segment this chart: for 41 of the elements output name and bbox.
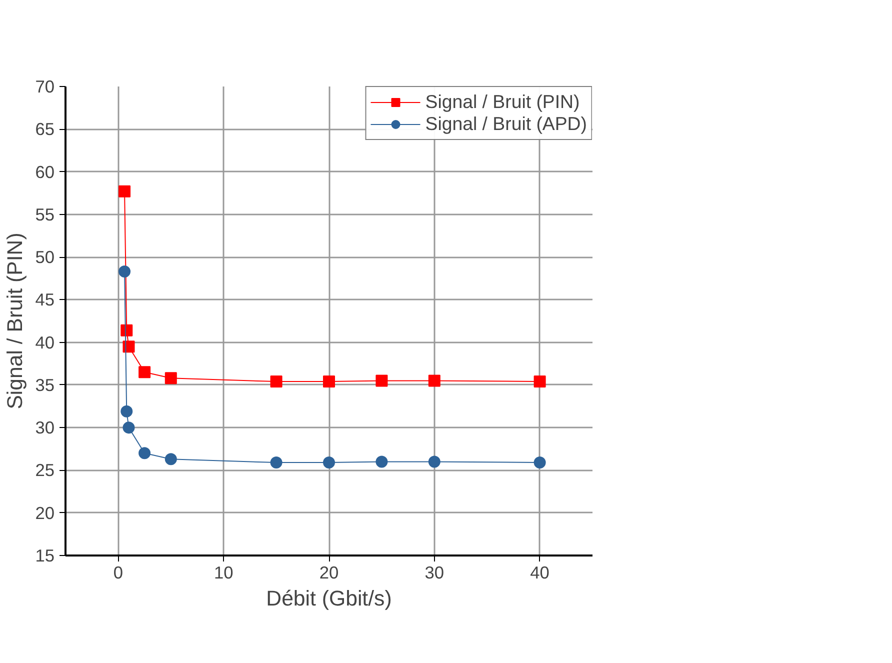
x-tick-label: 0	[113, 562, 124, 582]
point	[120, 405, 133, 418]
y-tick-label: 35	[35, 374, 55, 395]
point	[323, 456, 335, 469]
y-tick-label: 70	[35, 76, 55, 96]
point	[428, 456, 440, 468]
point	[376, 456, 388, 468]
point	[534, 376, 546, 388]
point	[428, 374, 440, 387]
y-tick-label: 15	[35, 546, 55, 566]
x-axis-title: Débit (Gbit/s)	[266, 586, 392, 610]
point	[120, 324, 133, 336]
point	[270, 376, 282, 388]
y-axis-title: Signal / Bruit (PIN)	[3, 232, 28, 410]
x-tick-label: 30	[424, 562, 444, 582]
point	[164, 453, 177, 466]
point	[138, 447, 151, 460]
point	[118, 266, 131, 278]
x-tick-label: 20	[319, 562, 339, 582]
point	[376, 374, 388, 387]
y-tick-label: 25	[35, 460, 55, 480]
point	[138, 366, 151, 378]
x-tick-label: 10	[214, 562, 234, 582]
point	[164, 372, 177, 384]
point	[323, 376, 335, 388]
point	[122, 340, 135, 353]
legend-label: Signal / Bruit (APD)	[425, 113, 587, 135]
y-tick-label: 65	[35, 119, 55, 140]
point	[118, 185, 131, 198]
y-tick-label: 45	[35, 290, 55, 310]
y-tick-label: 20	[35, 502, 55, 523]
y-tick-label: 30	[35, 418, 55, 438]
point	[122, 422, 135, 434]
y-tick-label: 60	[35, 162, 55, 182]
y-tick-label: 40	[35, 332, 55, 352]
point	[534, 456, 546, 469]
y-tick-label: 55	[35, 204, 55, 224]
point	[270, 456, 282, 469]
y-tick-label: 50	[35, 247, 55, 268]
x-tick-label: 40	[530, 562, 550, 582]
legend-label: Signal / Bruit (PIN)	[425, 91, 580, 113]
